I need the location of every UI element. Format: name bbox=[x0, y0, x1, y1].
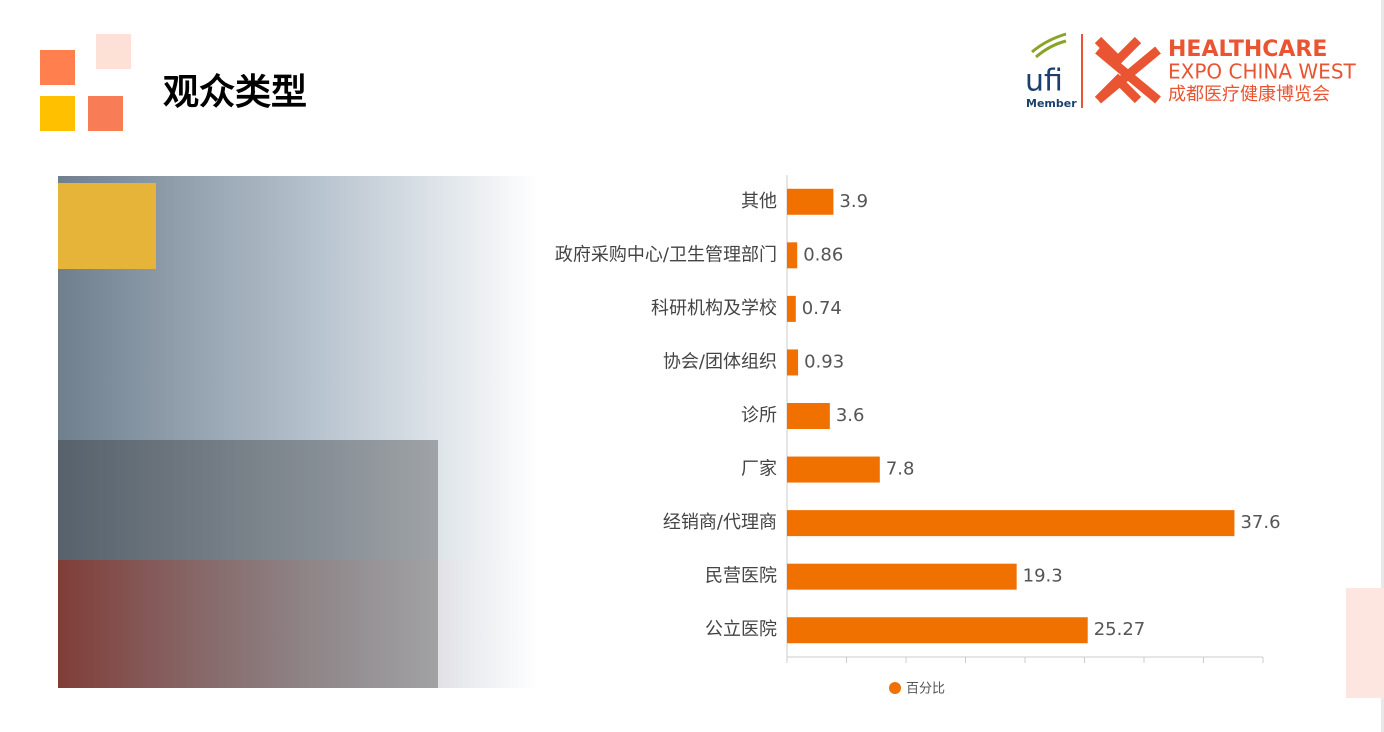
y-tick-label: 民营医院 bbox=[705, 566, 777, 587]
bar bbox=[787, 456, 880, 483]
edge bbox=[1381, 0, 1384, 732]
y-tick-label: 协会/团体组织 bbox=[663, 351, 777, 372]
legend-label: 百分比 bbox=[906, 682, 945, 697]
value-label: 25.27 bbox=[1094, 619, 1146, 640]
y-tick-label: 公立医院 bbox=[705, 619, 777, 640]
y-tick-label: 诊所 bbox=[741, 405, 777, 426]
bar bbox=[787, 403, 830, 429]
logo-ufi: ufi bbox=[1025, 64, 1063, 99]
y-tick-label: 厂家 bbox=[741, 459, 777, 480]
logo-swoosh bbox=[1031, 32, 1067, 59]
bar bbox=[787, 349, 799, 376]
bar bbox=[787, 617, 1088, 644]
logo-member: Member bbox=[1026, 97, 1077, 110]
value-label: 7.8 bbox=[886, 459, 915, 480]
legend-swatch bbox=[889, 682, 901, 694]
logo: ufi Member HEALTHCARE EXPO CHINA WEST 成都… bbox=[1025, 32, 1357, 110]
logo-line: HEALTHCARE bbox=[1168, 37, 1327, 62]
y-tick-label: 政府采购中心/卫生管理部门 bbox=[555, 244, 777, 265]
bar bbox=[787, 295, 796, 322]
photo-crowd bbox=[58, 440, 438, 688]
photo-floor bbox=[58, 560, 538, 688]
logo-line: 成都医疗健康博览会 bbox=[1168, 84, 1330, 105]
value-label: 3.6 bbox=[836, 405, 865, 426]
bar bbox=[787, 510, 1235, 537]
deco-square bbox=[96, 34, 131, 69]
y-tick-label: 科研机构及学校 bbox=[651, 298, 777, 319]
deco-square bbox=[40, 96, 75, 131]
deco-square bbox=[40, 50, 75, 85]
bar bbox=[787, 242, 798, 269]
value-label: 0.74 bbox=[802, 298, 842, 319]
logo-mark bbox=[1094, 36, 1161, 104]
value-label: 0.86 bbox=[803, 244, 843, 265]
bar bbox=[787, 188, 834, 215]
photo-banner bbox=[58, 183, 156, 269]
logo-line: EXPO CHINA WEST bbox=[1168, 60, 1357, 84]
value-label: 19.3 bbox=[1023, 566, 1063, 587]
y-tick-label: 其他 bbox=[741, 191, 777, 212]
deco-square bbox=[88, 96, 123, 131]
value-label: 0.93 bbox=[804, 351, 844, 372]
slide-title: 观众类型 bbox=[163, 72, 307, 113]
deco-corner bbox=[1346, 588, 1384, 698]
photo bbox=[58, 176, 538, 688]
y-tick-label: 经销商/代理商 bbox=[663, 512, 777, 533]
value-label: 3.9 bbox=[839, 191, 868, 212]
bar bbox=[787, 563, 1017, 590]
value-label: 37.6 bbox=[1240, 512, 1280, 533]
